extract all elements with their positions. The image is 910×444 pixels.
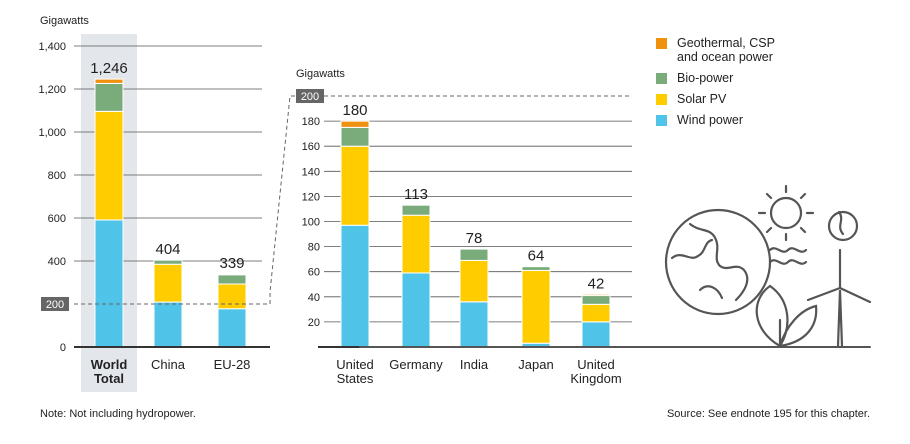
category-label: Germany	[389, 357, 443, 372]
bar-segment	[94, 82, 124, 112]
bar-segment	[217, 308, 247, 348]
y-tick-label: 60	[308, 267, 320, 279]
y-tick-label: 20	[308, 317, 320, 329]
total-label: 1,246	[90, 60, 128, 77]
legend-swatch	[656, 115, 667, 126]
legend-swatch	[656, 38, 667, 49]
category-label: EU-28	[214, 357, 251, 372]
bar-segment	[153, 263, 183, 303]
legend-label: Wind power	[677, 113, 743, 127]
legend: Geothermal, CSP and ocean power Bio-powe…	[656, 36, 775, 134]
legend-swatch	[656, 94, 667, 105]
bar-segment	[217, 273, 247, 276]
y-tick-label: 1,200	[38, 84, 66, 96]
bar-segment	[581, 303, 611, 323]
total-label: 64	[528, 248, 545, 265]
bar-segment	[581, 293, 611, 297]
bar-segment	[217, 283, 247, 310]
bar-segment	[340, 145, 370, 226]
legend-item: Geothermal, CSP and ocean power	[656, 36, 775, 64]
footnote: Note: Not including hydropower.	[40, 408, 196, 420]
bar-segment	[401, 214, 431, 274]
category-label: India	[460, 357, 489, 372]
y-tick-label: 40	[308, 292, 320, 304]
source-note: Source: See endnote 195 for this chapter…	[666, 408, 870, 420]
legend-item: Bio-power	[656, 71, 775, 85]
total-label: 78	[466, 230, 483, 247]
y-tick-label: 1,400	[38, 41, 66, 53]
bar-segment	[459, 301, 489, 348]
y-tick-label: 600	[48, 213, 66, 225]
bar-segment	[521, 266, 551, 271]
plant-icon	[755, 284, 818, 348]
sun-icon	[769, 196, 803, 230]
category-label: World Total	[91, 357, 128, 386]
bar-segment	[153, 301, 183, 348]
bar-segment	[459, 248, 489, 261]
wind-turbine-icon	[836, 289, 844, 348]
legend-swatch	[656, 73, 667, 84]
y-tick-label: 180	[302, 116, 320, 128]
total-label: 113	[404, 186, 428, 203]
zoom-marker-badge	[41, 297, 69, 311]
zoom-marker-label: 200	[301, 91, 319, 103]
bar-segment	[459, 259, 489, 303]
y-tick-label: 140	[302, 166, 320, 178]
total-label: 339	[219, 255, 244, 272]
legend-label: Solar PV	[677, 92, 727, 106]
bar-segment	[340, 126, 370, 147]
category-label: Japan	[518, 357, 553, 372]
y-tick-label: 1,000	[38, 127, 66, 139]
zoom-connector	[269, 95, 296, 304]
y-tick-label: 160	[302, 141, 320, 153]
total-label: 42	[588, 275, 605, 292]
category-label: China	[151, 357, 186, 372]
wind-waves-icon	[768, 247, 808, 265]
category-label: United States	[336, 357, 374, 386]
zoom-marker-badge	[296, 89, 324, 103]
legend-label: Geothermal, CSP and ocean power	[677, 36, 775, 64]
y-tick-label: 800	[48, 170, 66, 182]
zoom-connector-line	[269, 95, 296, 304]
bar-segment	[340, 224, 370, 348]
bar-segment	[340, 120, 370, 128]
y-axis-label: Gigawatts	[40, 15, 89, 27]
zoom-marker-label: 200	[46, 299, 64, 311]
legend-item: Wind power	[656, 113, 775, 127]
bar-segment	[217, 274, 247, 285]
bar-segment	[521, 269, 551, 344]
earth-energy-illustration	[359, 184, 872, 348]
category-label: United Kingdom	[570, 357, 621, 386]
y-tick-label: 120	[302, 191, 320, 203]
geothermal-icon	[827, 210, 859, 242]
bar-segment	[581, 321, 611, 348]
bar-segment	[153, 259, 183, 265]
y-tick-label: 100	[302, 217, 320, 229]
legend-item: Solar PV	[656, 92, 775, 106]
y-tick-label: 80	[308, 242, 320, 254]
bar-segment	[94, 78, 124, 84]
total-label: 180	[342, 102, 367, 119]
legend-label: Bio-power	[677, 71, 734, 85]
bar-segment	[94, 219, 124, 348]
y-tick-label: 0	[60, 342, 66, 354]
y-axis-label: Gigawatts	[296, 68, 345, 80]
bar-segment	[94, 110, 124, 221]
y-tick-label: 400	[48, 256, 66, 268]
bar-segment	[401, 204, 431, 216]
bar-segment	[401, 272, 431, 348]
total-label: 404	[155, 241, 180, 258]
left-chart: 0 400 600 800 1,000 1,200 1,400 Gigawatts 1,246 W…	[38, 15, 270, 386]
bar-segment	[581, 295, 611, 305]
